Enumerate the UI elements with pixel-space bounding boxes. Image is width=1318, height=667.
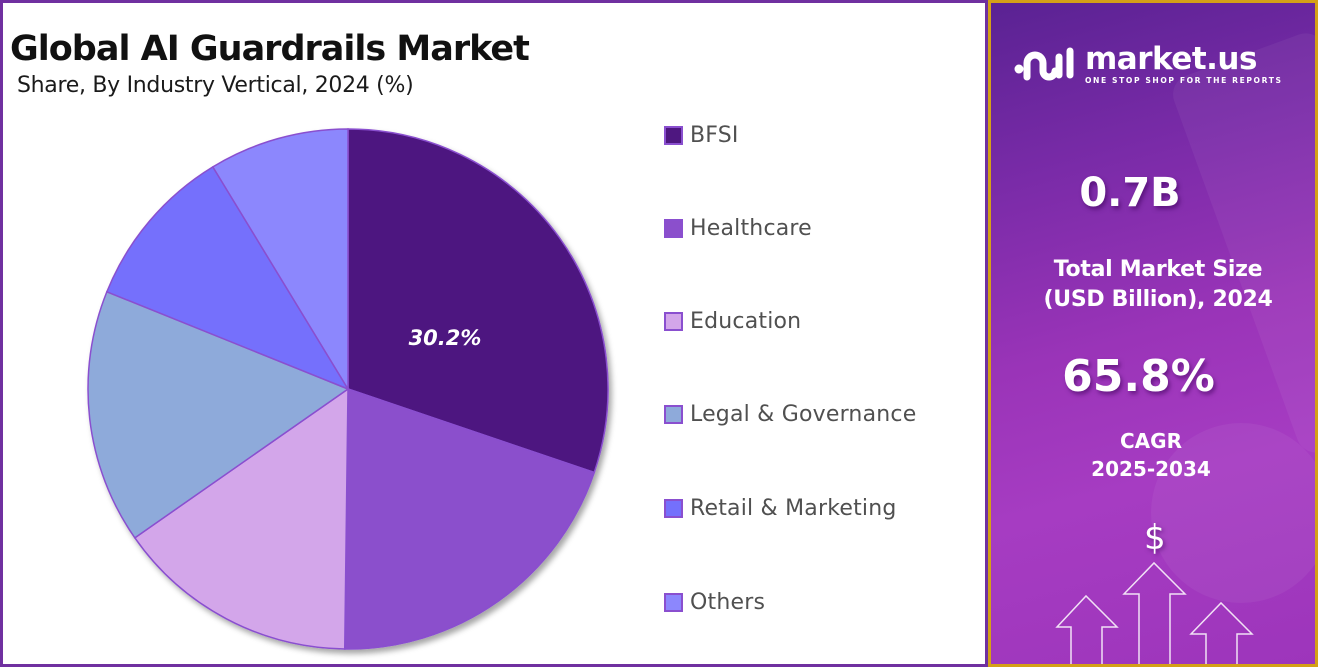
legend-label: BFSI	[690, 123, 739, 148]
cagr-value: 65.8%	[1062, 351, 1215, 402]
chart-subtitle: Share, By Industry Vertical, 2024 (%)	[17, 73, 414, 98]
legend-item-healthcare[interactable]: Healthcare	[664, 216, 812, 241]
bfsi-data-label: 30.2%	[409, 326, 482, 350]
chart-title: Global AI Guardrails Market	[10, 29, 530, 69]
legend-label: Education	[690, 309, 802, 334]
pie-slice-others[interactable]	[211, 128, 349, 392]
pie-slices	[87, 128, 609, 650]
market-size-value: 0.7B	[1079, 170, 1181, 216]
cagr-label-line1: CAGR	[1120, 429, 1182, 453]
pie-slice-retail-marketing[interactable]	[105, 165, 350, 391]
pie-slice-legal-governance[interactable]	[87, 290, 350, 539]
pie-slice-healthcare[interactable]	[343, 387, 596, 650]
legend-item-legal-governance[interactable]: Legal & Governance	[664, 402, 916, 427]
growth-arrows-icon	[1055, 561, 1254, 664]
cagr-label-line2: 2025-2034	[1091, 457, 1211, 481]
brand-tagline: ONE STOP SHOP FOR THE REPORTS	[1085, 75, 1283, 85]
pie-slice-education[interactable]	[133, 387, 349, 650]
legend-label: Healthcare	[690, 216, 812, 241]
legend-swatch-icon	[664, 499, 683, 518]
pie-chart: 30.2%	[3, 3, 703, 667]
legend-swatch-icon	[664, 405, 683, 424]
brand-logo[interactable]: market.us ONE STOP SHOP FOR THE REPORTS	[1013, 43, 1283, 85]
brand-name: market.us	[1085, 40, 1257, 77]
cagr-label: CAGR 2025-2034	[991, 427, 1315, 483]
legend-item-others[interactable]: Others	[664, 590, 765, 615]
market-size-label-line1: Total Market Size	[1053, 257, 1263, 282]
legend-swatch-icon	[664, 126, 683, 145]
legend-swatch-icon	[664, 219, 683, 238]
legend-label: Legal & Governance	[690, 402, 917, 427]
pie-slice-bfsi[interactable]	[347, 128, 609, 474]
legend-item-education[interactable]: Education	[664, 309, 801, 334]
market-us-logo-icon	[1014, 47, 1074, 81]
pie-chart-svg: 30.2%	[87, 128, 609, 650]
background-decoration	[1151, 423, 1315, 603]
legend-label: Others	[690, 590, 766, 615]
market-size-label-line2: (USD Billion), 2024	[1043, 287, 1273, 312]
legend-label: Retail & Marketing	[690, 496, 897, 521]
chart-panel: Global AI Guardrails Market Share, By In…	[0, 0, 988, 667]
legend-item-bfsi[interactable]: BFSI	[664, 123, 739, 148]
summary-sidebar: market.us ONE STOP SHOP FOR THE REPORTS …	[988, 0, 1318, 667]
market-size-label: Total Market Size (USD Billion), 2024	[991, 255, 1315, 315]
dollar-icon: $	[1144, 518, 1166, 558]
legend-swatch-icon	[664, 312, 683, 331]
legend-swatch-icon	[664, 593, 683, 612]
legend-item-retail-marketing[interactable]: Retail & Marketing	[664, 496, 897, 521]
